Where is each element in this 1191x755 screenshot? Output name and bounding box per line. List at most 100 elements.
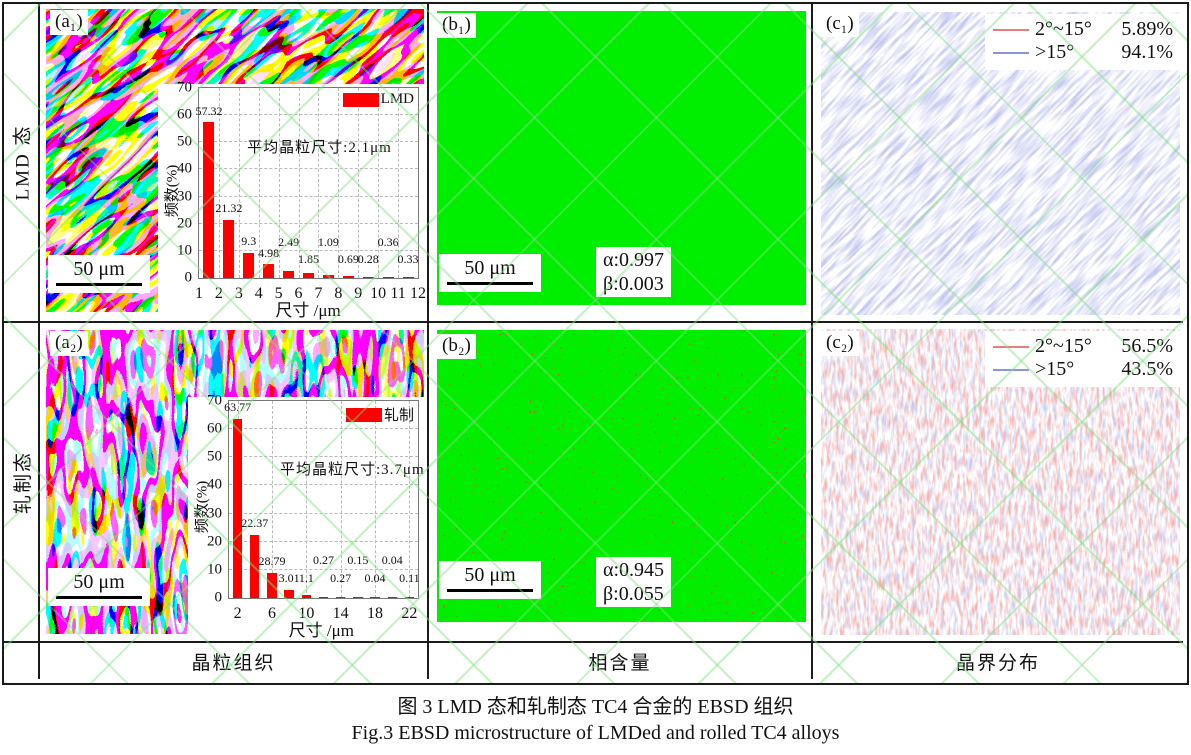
row-label-rolled: 轧制态 <box>12 450 34 514</box>
bar-value-label: 22.37 <box>241 516 269 531</box>
bar-value-label: 0.33 <box>397 251 419 266</box>
mean-grain-size-annotation: 平均晶粒尺寸:3.7μm <box>280 462 425 479</box>
y-tick-label: 70 <box>177 79 192 96</box>
bar <box>382 277 394 278</box>
v-gridline <box>218 88 220 278</box>
figure-table: LMD 态 轧制态 (a₁) 50 μm 频数(%) 0 10 20 30 40 50 60 7… <box>2 2 1189 685</box>
bar-value-label: 28.79 <box>258 554 286 569</box>
row-label-rolled-cell: 轧制态 <box>4 323 40 643</box>
scale-bar-line <box>447 282 533 285</box>
corner-cell <box>4 643 40 679</box>
high-angle-line-icon <box>993 51 1029 54</box>
x-tick-label: 9 <box>354 285 363 302</box>
bar-value-label: 0.15 <box>347 553 369 568</box>
bar-value-label: 0.11 <box>399 571 420 586</box>
legend-swatch <box>342 92 379 107</box>
y-tick-label: 20 <box>207 533 222 550</box>
bar-value-label: 1.09 <box>317 234 339 249</box>
x-tick-label: 10 <box>370 285 387 302</box>
bar-value-label: 3.01 <box>278 571 300 586</box>
beta-fraction: β:0.003 <box>603 273 664 295</box>
low-angle-value: 5.89% <box>1121 18 1173 40</box>
bar <box>223 220 235 278</box>
v-gridline <box>298 88 300 278</box>
v-gridline <box>358 88 360 278</box>
bar <box>203 122 215 278</box>
legend-row-high-angle: >15° 94.1% <box>993 41 1173 64</box>
column-label-grain-structure: 晶粒组织 <box>40 643 429 679</box>
x-tick-label: 1 <box>195 285 203 302</box>
bar <box>301 594 312 598</box>
panel-b2: (b₂) 50 μm α:0.945 β:0.055 <box>429 323 813 643</box>
panel-tag-c1: (c₁) <box>821 12 859 37</box>
bar <box>318 597 329 598</box>
high-angle-line-icon <box>993 368 1029 371</box>
panel-a2: (a₂) 50 μm 频数(%) 0 10 20 30 40 50 60 70 2 6 10 14 18 2… <box>40 323 429 643</box>
x-tick-label: 18 <box>367 605 384 622</box>
y-tick-label: 0 <box>214 589 223 606</box>
y-tick-label: 0 <box>184 269 193 286</box>
column-label-boundary-distribution: 晶界分布 <box>955 652 1040 674</box>
x-tick-label: 4 <box>254 285 263 302</box>
v-gridline <box>340 401 342 598</box>
high-angle-value: 43.5% <box>1121 358 1173 380</box>
h-gridline <box>199 168 418 170</box>
x-tick-label: 22 <box>401 605 418 622</box>
x-tick-label: 3 <box>234 285 243 302</box>
scale-bar-line <box>56 283 142 286</box>
h-gridline <box>199 195 418 197</box>
h-gridline <box>199 222 418 224</box>
plot-area: 0 10 20 30 40 50 60 70 2 6 10 14 18 22 63.77 22.37 28.79… <box>207 393 424 623</box>
scale-bar-line <box>56 596 142 599</box>
v-gridline <box>306 401 308 598</box>
panel-tag-b2: (b₂) <box>437 334 476 359</box>
x-tick-label: 8 <box>334 285 343 302</box>
y-tick-label: 10 <box>207 561 222 578</box>
boundary-legend-c1: 2°~15° 5.89% >15° 94.1% <box>985 14 1181 70</box>
y-tick-label: 10 <box>177 242 192 259</box>
bar <box>283 271 295 278</box>
v-gridline <box>378 88 380 278</box>
bar <box>284 589 294 598</box>
legend-label: 轧制 <box>383 408 414 424</box>
bar-value-label: 0.27 <box>313 553 334 568</box>
y-tick-label: 60 <box>177 106 192 123</box>
alpha-fraction: α:0.997 <box>603 249 665 271</box>
boundary-legend-c2: 2°~15° 56.5% >15° 43.5% <box>985 331 1181 387</box>
bar-value-label: 0.04 <box>364 571 386 586</box>
bar <box>387 597 397 598</box>
x-tick-label: 11 <box>390 285 406 302</box>
scale-bar-line <box>447 589 533 592</box>
legend-swatch <box>345 407 382 422</box>
low-angle-line-icon <box>993 28 1029 31</box>
scale-bar-label: 50 μm <box>73 571 125 593</box>
v-gridline <box>238 88 240 278</box>
x-tick-label: 12 <box>410 285 426 302</box>
bar <box>362 277 374 278</box>
x-tick-label: 14 <box>332 605 349 622</box>
y-tick-label: 60 <box>207 420 222 437</box>
bar <box>404 597 415 598</box>
bar <box>342 276 354 278</box>
low-angle-value: 56.5% <box>1121 335 1173 357</box>
y-tick-label: 30 <box>177 188 192 205</box>
bar-value-label: 63.77 <box>224 399 252 414</box>
row-label-lmd: LMD 态 <box>12 124 34 201</box>
legend-label: LMD <box>380 91 414 107</box>
y-tick-label: 70 <box>207 392 222 409</box>
panel-tag-a1: (a₁) <box>50 10 88 35</box>
x-tick-label: 10 <box>298 605 315 622</box>
chart-legend: LMD <box>342 91 414 108</box>
low-angle-label: 2°~15° <box>1035 335 1092 357</box>
high-angle-label: >15° <box>1035 41 1075 63</box>
v-gridline <box>278 88 280 278</box>
panel-tag-a2: (a₂) <box>50 331 88 356</box>
x-axis-label: 尺寸 /μm <box>288 621 354 640</box>
h-gridline <box>199 114 418 116</box>
beta-fraction: β:0.055 <box>603 583 664 605</box>
y-tick-label: 30 <box>207 505 222 522</box>
bar-value-label: 1.85 <box>298 251 319 266</box>
scale-bar-label: 50 μm <box>464 257 516 279</box>
scale-bar-b2: 50 μm <box>439 561 541 599</box>
